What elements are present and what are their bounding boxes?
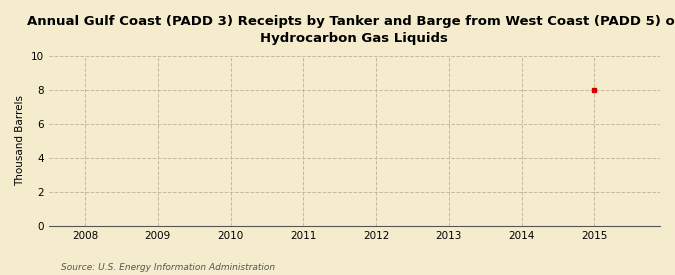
Text: Source: U.S. Energy Information Administration: Source: U.S. Energy Information Administ… xyxy=(61,263,275,272)
Y-axis label: Thousand Barrels: Thousand Barrels xyxy=(15,95,25,186)
Title: Annual Gulf Coast (PADD 3) Receipts by Tanker and Barge from West Coast (PADD 5): Annual Gulf Coast (PADD 3) Receipts by T… xyxy=(28,15,675,45)
